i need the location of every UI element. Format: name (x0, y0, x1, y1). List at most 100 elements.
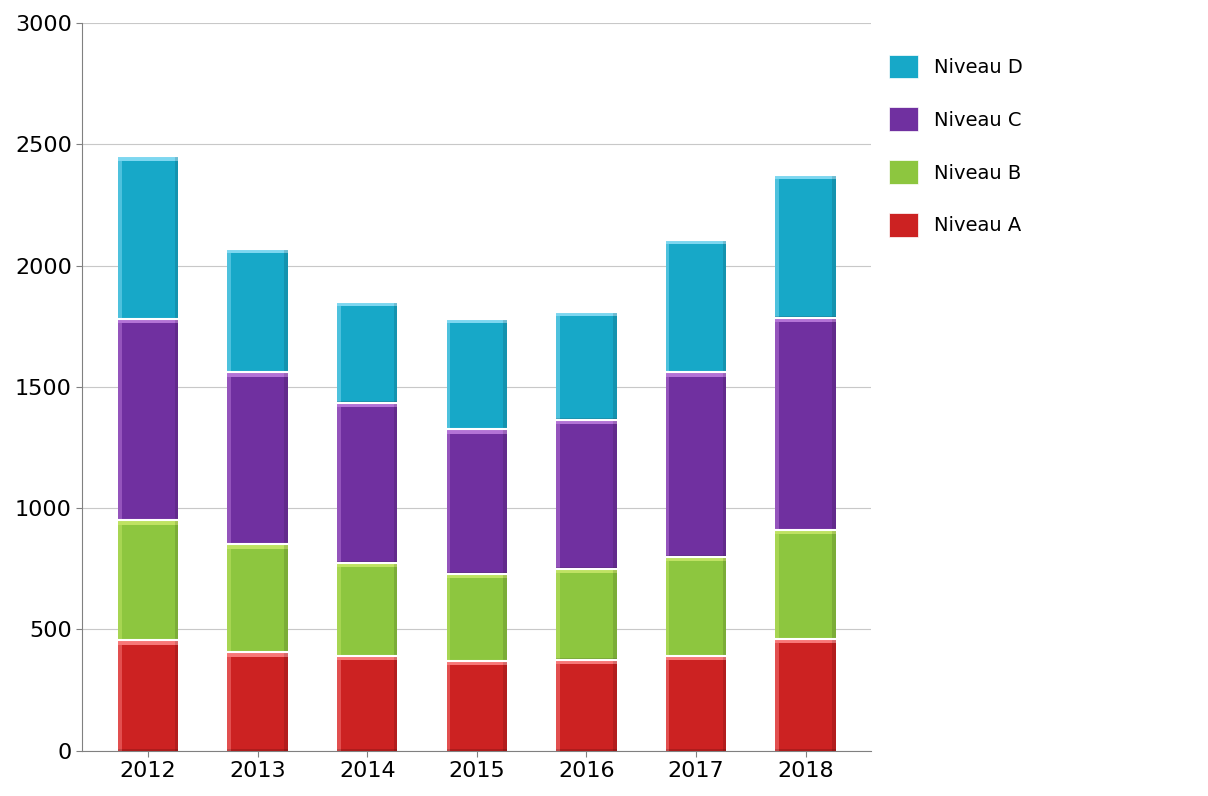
Bar (776, 318, 836, 530)
Bar (447, 574, 507, 661)
Bar (556, 311, 616, 316)
Bar (118, 520, 179, 525)
Bar (118, 319, 179, 323)
Bar (776, 639, 836, 751)
Bar (832, 174, 836, 318)
Bar (394, 403, 397, 563)
Bar (394, 563, 397, 656)
Bar (337, 567, 341, 656)
Bar (175, 156, 179, 319)
Bar (504, 574, 507, 661)
Bar (447, 574, 507, 578)
Bar (666, 656, 726, 751)
Bar (556, 311, 616, 419)
Bar (227, 373, 288, 544)
Bar (337, 749, 397, 751)
Bar (447, 319, 507, 429)
Bar (556, 316, 559, 419)
Bar (776, 530, 836, 534)
Bar (666, 373, 726, 556)
Bar (337, 563, 397, 656)
Bar (447, 434, 451, 574)
Bar (666, 655, 726, 656)
Bar (227, 377, 231, 544)
Bar (337, 563, 397, 567)
Bar (447, 572, 507, 574)
Bar (556, 658, 616, 660)
Bar (666, 561, 669, 656)
Bar (666, 556, 726, 561)
Bar (556, 424, 559, 568)
Bar (776, 318, 836, 322)
Bar (504, 661, 507, 751)
Bar (776, 529, 836, 530)
Bar (227, 253, 231, 373)
Bar (504, 429, 507, 574)
Bar (776, 749, 836, 751)
Bar (556, 660, 616, 664)
Bar (337, 302, 397, 403)
Bar (556, 573, 559, 660)
Bar (118, 645, 122, 751)
Bar (447, 749, 507, 751)
Bar (447, 323, 451, 429)
Bar (284, 248, 288, 373)
Bar (776, 174, 836, 318)
Bar (447, 660, 507, 661)
Bar (118, 318, 179, 319)
Bar (666, 656, 726, 661)
Bar (337, 407, 341, 563)
Bar (722, 373, 726, 556)
Bar (612, 419, 616, 568)
Bar (227, 653, 288, 751)
Bar (175, 640, 179, 751)
Bar (337, 403, 397, 407)
Bar (118, 639, 179, 640)
Bar (118, 525, 122, 640)
Bar (337, 561, 397, 563)
Bar (447, 429, 507, 434)
Bar (722, 240, 726, 373)
Bar (722, 656, 726, 751)
Bar (776, 639, 836, 643)
Bar (227, 371, 288, 373)
Bar (776, 322, 779, 530)
Bar (227, 548, 231, 653)
Bar (284, 373, 288, 544)
Bar (227, 653, 288, 657)
Bar (666, 240, 726, 244)
Bar (337, 302, 397, 306)
Bar (118, 520, 179, 640)
Bar (776, 317, 836, 318)
Bar (118, 156, 179, 161)
Bar (337, 656, 397, 661)
Bar (227, 544, 288, 548)
Bar (118, 156, 179, 319)
Bar (118, 749, 179, 751)
Bar (175, 319, 179, 520)
Bar (556, 419, 616, 424)
Bar (722, 556, 726, 656)
Bar (284, 544, 288, 653)
Bar (118, 323, 122, 520)
Bar (776, 534, 779, 639)
Bar (175, 520, 179, 640)
Bar (666, 749, 726, 751)
Legend: Niveau D, Niveau C, Niveau B, Niveau A: Niveau D, Niveau C, Niveau B, Niveau A (889, 55, 1022, 237)
Bar (227, 544, 288, 653)
Bar (556, 660, 616, 751)
Bar (337, 401, 397, 403)
Bar (284, 653, 288, 751)
Bar (556, 568, 616, 573)
Bar (394, 656, 397, 751)
Bar (666, 661, 669, 751)
Bar (337, 403, 397, 563)
Bar (337, 656, 397, 751)
Bar (504, 319, 507, 429)
Bar (337, 655, 397, 656)
Bar (118, 161, 122, 319)
Bar (612, 660, 616, 751)
Bar (447, 319, 507, 323)
Bar (227, 749, 288, 751)
Bar (832, 318, 836, 530)
